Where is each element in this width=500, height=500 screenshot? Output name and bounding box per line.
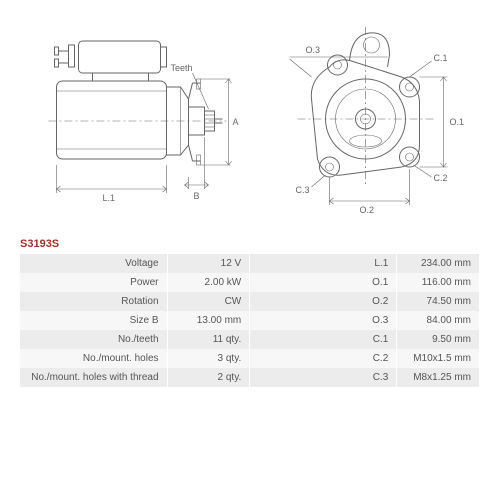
spec-label: Power	[20, 273, 167, 292]
spec-label: C.3	[250, 368, 397, 387]
spec-value: 234.00 mm	[397, 254, 480, 273]
label-o2: O.2	[360, 205, 375, 215]
spec-value: 13.00 mm	[167, 311, 250, 330]
spec-label: Rotation	[20, 292, 167, 311]
spec-value: 2.00 kW	[167, 273, 250, 292]
spec-row: No./mount. holes3 qty.C.2M10x1.5 mm	[20, 349, 480, 368]
label-c2: C.2	[434, 173, 448, 183]
spec-row: Voltage12 VL.1234.00 mm	[20, 254, 480, 273]
spec-label: O.1	[250, 273, 397, 292]
spec-label: Size B	[20, 311, 167, 330]
spec-value: 116.00 mm	[397, 273, 480, 292]
spec-row: RotationCWO.274.50 mm	[20, 292, 480, 311]
part-number: S3193S	[20, 238, 480, 250]
spec-value: 9.50 mm	[397, 330, 480, 349]
side-view-diagram: Teeth A B L	[20, 17, 241, 227]
front-view-diagram: O.3 C.1 O.1 C.2 C.3	[259, 17, 480, 227]
spec-label: L.1	[250, 254, 397, 273]
spec-value: 84.00 mm	[397, 311, 480, 330]
spec-label: No./mount. holes	[20, 349, 167, 368]
spec-label: O.2	[250, 292, 397, 311]
spec-value: 12 V	[167, 254, 250, 273]
spec-value: M8x1.25 mm	[397, 368, 480, 387]
spec-row: No./teeth11 qty.C.19.50 mm	[20, 330, 480, 349]
spec-label: No./teeth	[20, 330, 167, 349]
spec-value: 74.50 mm	[397, 292, 480, 311]
label-b: B	[194, 191, 200, 201]
spec-row: No./mount. holes with thread2 qty.C.3M8x…	[20, 368, 480, 387]
label-c1: C.1	[434, 53, 448, 63]
spec-value: M10x1.5 mm	[397, 349, 480, 368]
spec-label: O.3	[250, 311, 397, 330]
spec-label: C.2	[250, 349, 397, 368]
spec-label: Voltage	[20, 254, 167, 273]
spec-value: 3 qty.	[167, 349, 250, 368]
spec-value: CW	[167, 292, 250, 311]
label-teeth: Teeth	[171, 63, 193, 73]
label-a: A	[233, 117, 239, 127]
spec-label: C.1	[250, 330, 397, 349]
spec-row: Power2.00 kWO.1116.00 mm	[20, 273, 480, 292]
technical-diagrams: Teeth A B L	[20, 12, 480, 232]
spec-value: 11 qty.	[167, 330, 250, 349]
label-l1: L.1	[103, 193, 116, 203]
spec-label: No./mount. holes with thread	[20, 368, 167, 387]
spec-row: Size B13.00 mmO.384.00 mm	[20, 311, 480, 330]
label-c3: C.3	[296, 185, 310, 195]
label-o3: O.3	[306, 45, 321, 55]
label-o1: O.1	[450, 117, 465, 127]
specs-table: Voltage12 VL.1234.00 mmPower2.00 kWO.111…	[20, 254, 480, 387]
spec-value: 2 qty.	[167, 368, 250, 387]
